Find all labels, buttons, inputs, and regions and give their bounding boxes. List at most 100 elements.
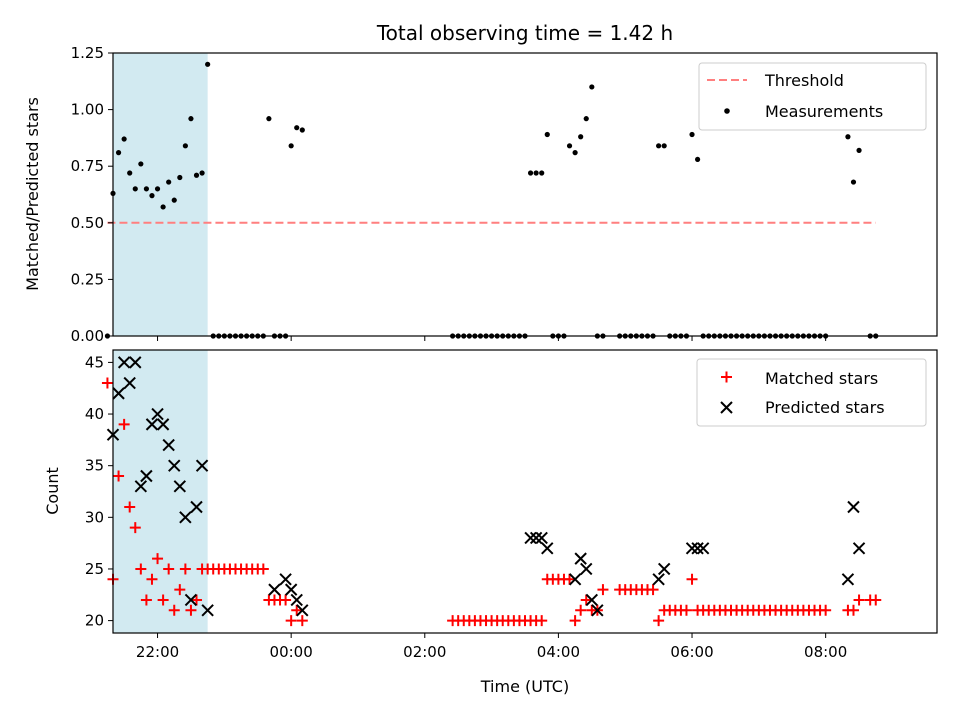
count-legend-box (696, 358, 927, 427)
predicted-star-point (585, 593, 599, 607)
y-tick-label: 1.25 (71, 44, 104, 62)
matched-star-point (257, 563, 269, 575)
x-tick-label: 02:00 (403, 643, 446, 661)
chart-title: Total observing time = 1.42 h (376, 21, 673, 45)
ratio-legend: Threshold Measurements (698, 62, 927, 131)
predicted-star-point (591, 604, 604, 617)
count-legend: Matched stars Predicted stars (696, 358, 927, 427)
matched-star-point (191, 594, 203, 606)
ratio-legend-box (698, 62, 927, 131)
predicted-star-point (123, 376, 136, 390)
x-tick-label: 22:00 (136, 643, 179, 661)
predicted-star-point (580, 562, 593, 576)
matched-star-point (647, 584, 659, 596)
legend-matched-label: Matched stars (765, 369, 878, 388)
predicted-star-point (190, 500, 203, 514)
matched-star-point (163, 563, 175, 575)
matched-star-point (653, 615, 665, 627)
predicted-star-point (151, 407, 164, 421)
measurement-point (104, 333, 111, 339)
measurement-point (578, 134, 584, 140)
observing-window-shade (113, 350, 208, 633)
matched-star-point (285, 615, 297, 627)
predicted-star-point (168, 459, 181, 472)
count-y-axis-label: Count (43, 467, 62, 515)
ratio-x-ticks (157, 336, 827, 341)
measurement-point (294, 125, 300, 131)
legend-measurement-swatch (724, 108, 730, 114)
x-tick-label: 06:00 (670, 643, 713, 661)
matched-star-point (124, 501, 136, 513)
y-tick-label: 30 (85, 508, 104, 526)
predicted-star-point (657, 562, 671, 576)
predicted-star-point (268, 583, 281, 596)
y-tick-label: 45 (85, 353, 104, 371)
measurement-point (171, 197, 177, 203)
matched-star-point (157, 594, 169, 606)
matched-star-point (680, 604, 692, 616)
measurement-point (527, 170, 534, 176)
y-tick-label: 0.25 (71, 270, 104, 288)
legend-matched-swatch (721, 371, 732, 383)
measurement-point (166, 179, 172, 185)
measurement-point (583, 116, 589, 122)
observing-window-shade (113, 53, 208, 336)
measurement-point (143, 186, 150, 192)
predicted-star-point (129, 356, 142, 369)
matched-star-point (820, 604, 832, 616)
measurement-point (689, 131, 695, 138)
matched-star-point (853, 594, 865, 606)
matched-star-point (140, 594, 152, 606)
predicted-star-point (535, 531, 548, 545)
matched-star-point (536, 615, 548, 627)
predicted-star-point (134, 480, 148, 493)
y-tick-label: 35 (85, 457, 104, 475)
predicted-star-point (296, 604, 309, 617)
y-tick-label: 20 (85, 612, 104, 630)
measurement-point (149, 193, 155, 199)
predicted-star-point (529, 531, 543, 545)
legend-predicted-swatch (720, 401, 733, 414)
measurement-point (566, 143, 573, 149)
x-tick-label: 00:00 (270, 643, 313, 661)
matched-star-point (146, 573, 158, 585)
predicted-star-point (524, 531, 537, 545)
measurement-point (266, 116, 272, 122)
matched-star-point (847, 604, 859, 616)
measurement-point (188, 116, 194, 122)
matched-star-point (129, 522, 141, 534)
matched-star-point (580, 594, 592, 606)
matched-star-point (296, 615, 308, 627)
matched-star-point (185, 604, 197, 616)
y-tick-label: 40 (85, 405, 104, 423)
predicted-star-point (852, 542, 866, 555)
predicted-star-point (279, 573, 292, 586)
count-x-ticks: 22:00 00:00 02:00 04:00 06:00 08:00 (136, 633, 847, 661)
matched-stars-points (101, 377, 882, 627)
measurement-point (845, 134, 851, 140)
measurement-point (856, 147, 862, 153)
matched-star-point (135, 563, 147, 575)
predicted-star-point (284, 583, 298, 596)
y-tick-label: 25 (85, 560, 104, 578)
matched-star-point (152, 553, 164, 565)
predicted-star-point (117, 356, 131, 369)
matched-star-point (118, 418, 130, 430)
ratio-y-axis-label: Matched/Predicted stars (23, 97, 42, 291)
predicted-star-point (140, 469, 153, 483)
predicted-star-point (696, 542, 710, 555)
x-tick-label: 04:00 (537, 643, 580, 661)
measurement-point (656, 143, 662, 149)
y-tick-label: 0.00 (71, 327, 104, 345)
matched-star-point (168, 604, 180, 616)
predicted-star-point (541, 542, 554, 555)
count-axes-frame (112, 349, 938, 634)
measurement-point (694, 156, 701, 163)
predicted-star-point (652, 573, 665, 586)
measurement-point (154, 186, 161, 192)
predicted-star-point (847, 500, 860, 514)
matched-star-point (564, 573, 576, 585)
matched-star-point (291, 604, 303, 616)
matched-star-point (575, 604, 587, 616)
